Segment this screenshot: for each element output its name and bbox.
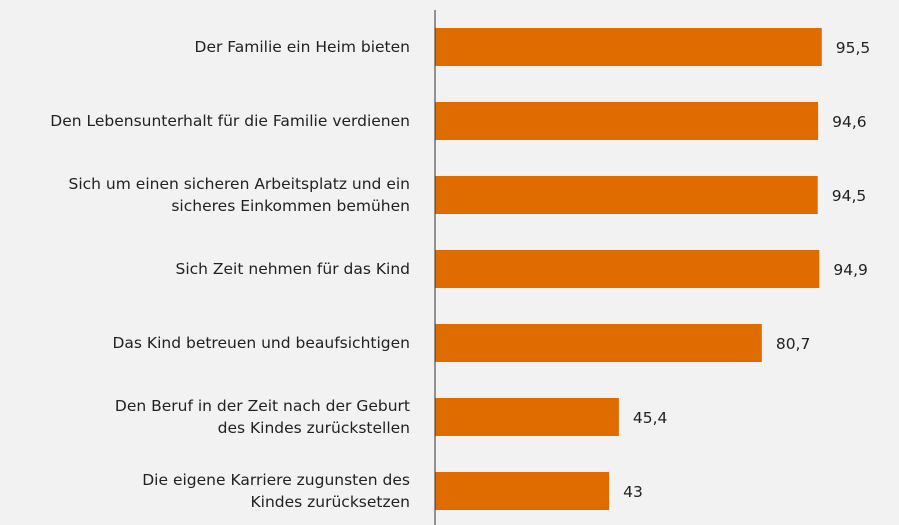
value-label: 94,5 bbox=[831, 187, 867, 205]
category-label: Das Kind betreuen und beaufsichtigen bbox=[112, 334, 410, 352]
value-label: 95,5 bbox=[835, 39, 871, 57]
category-label: Den Beruf in der Zeit nach der Geburt de… bbox=[114, 397, 410, 437]
bar bbox=[435, 102, 819, 140]
category-label: Den Lebensunterhalt für die Familie verd… bbox=[50, 112, 410, 130]
bar bbox=[435, 472, 610, 510]
bar bbox=[435, 28, 822, 66]
bar bbox=[435, 250, 820, 288]
category-label: Der Familie ein Heim bieten bbox=[194, 38, 410, 56]
category-label: Sich Zeit nehmen für das Kind bbox=[175, 260, 410, 278]
value-label: 43 bbox=[623, 483, 643, 501]
value-label: 94,9 bbox=[833, 261, 868, 279]
category-label: Sich um einen sicheren Arbeitsplatz und … bbox=[68, 175, 410, 215]
value-label: 80,7 bbox=[775, 335, 811, 353]
bar bbox=[435, 176, 818, 214]
value-label: 45,4 bbox=[632, 409, 668, 427]
bar bbox=[435, 398, 619, 436]
bar bbox=[435, 324, 762, 362]
value-label: 94,6 bbox=[832, 113, 867, 131]
category-label: Die eigene Karriere zugunsten des Kindes… bbox=[142, 471, 410, 511]
